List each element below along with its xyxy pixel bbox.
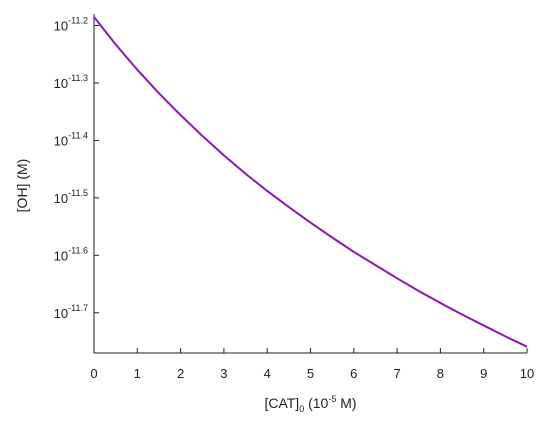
x-axis-title-sub: 0 bbox=[299, 404, 304, 414]
x-tick-label: 8 bbox=[437, 366, 444, 381]
y-tick-base: 10 bbox=[54, 306, 68, 321]
x-axis-title-main: [CAT] bbox=[264, 395, 299, 411]
x-axis-title: [CAT]0 (10-5 M) bbox=[264, 394, 356, 414]
x-tick-label: 7 bbox=[393, 366, 400, 381]
y-tick-exponent: -11.2 bbox=[68, 15, 88, 25]
y-tick-exponent: -11.6 bbox=[68, 245, 88, 255]
x-tick-label: 5 bbox=[307, 366, 314, 381]
y-axis-ticks: 10-11.210-11.310-11.410-11.510-11.610-11… bbox=[54, 15, 99, 321]
x-tick-label: 10 bbox=[520, 366, 534, 381]
y-tick-base: 10 bbox=[54, 76, 68, 91]
x-axis-title-pre: (10 bbox=[304, 395, 328, 411]
y-tick-base: 10 bbox=[54, 191, 68, 206]
x-tick-label: 3 bbox=[220, 366, 227, 381]
x-axis-title-sup: -5 bbox=[328, 394, 336, 404]
y-tick-label: 10-11.7 bbox=[54, 303, 88, 321]
series-line bbox=[93, 16, 528, 348]
x-axis-title-post: M) bbox=[336, 395, 356, 411]
y-tick-exponent: -11.7 bbox=[68, 303, 88, 313]
y-tick-label: 10-11.2 bbox=[54, 15, 88, 33]
x-tick-label: 9 bbox=[480, 366, 487, 381]
y-tick-label: 10-11.4 bbox=[54, 130, 88, 148]
y-tick-base: 10 bbox=[54, 248, 68, 263]
y-tick-label: 10-11.6 bbox=[54, 245, 88, 263]
y-tick-base: 10 bbox=[54, 133, 68, 148]
x-tick-label: 2 bbox=[177, 366, 184, 381]
y-tick-label: 10-11.5 bbox=[54, 188, 88, 206]
y-tick-exponent: -11.5 bbox=[68, 188, 88, 198]
y-tick-label: 10-11.3 bbox=[54, 73, 88, 91]
x-tick-label: 0 bbox=[90, 366, 97, 381]
y-tick-base: 10 bbox=[54, 18, 68, 33]
y-axis-title: [OH] (M) bbox=[14, 159, 30, 213]
y-tick-exponent: -11.4 bbox=[68, 130, 88, 140]
x-axis-ticks: 0 1 2 3 4 5 6 7 8 9 10 bbox=[90, 348, 534, 381]
x-tick-label: 1 bbox=[134, 366, 141, 381]
y-tick-exponent: -11.3 bbox=[68, 73, 88, 83]
x-tick-label: 4 bbox=[264, 366, 271, 381]
x-tick-label: 6 bbox=[350, 366, 357, 381]
